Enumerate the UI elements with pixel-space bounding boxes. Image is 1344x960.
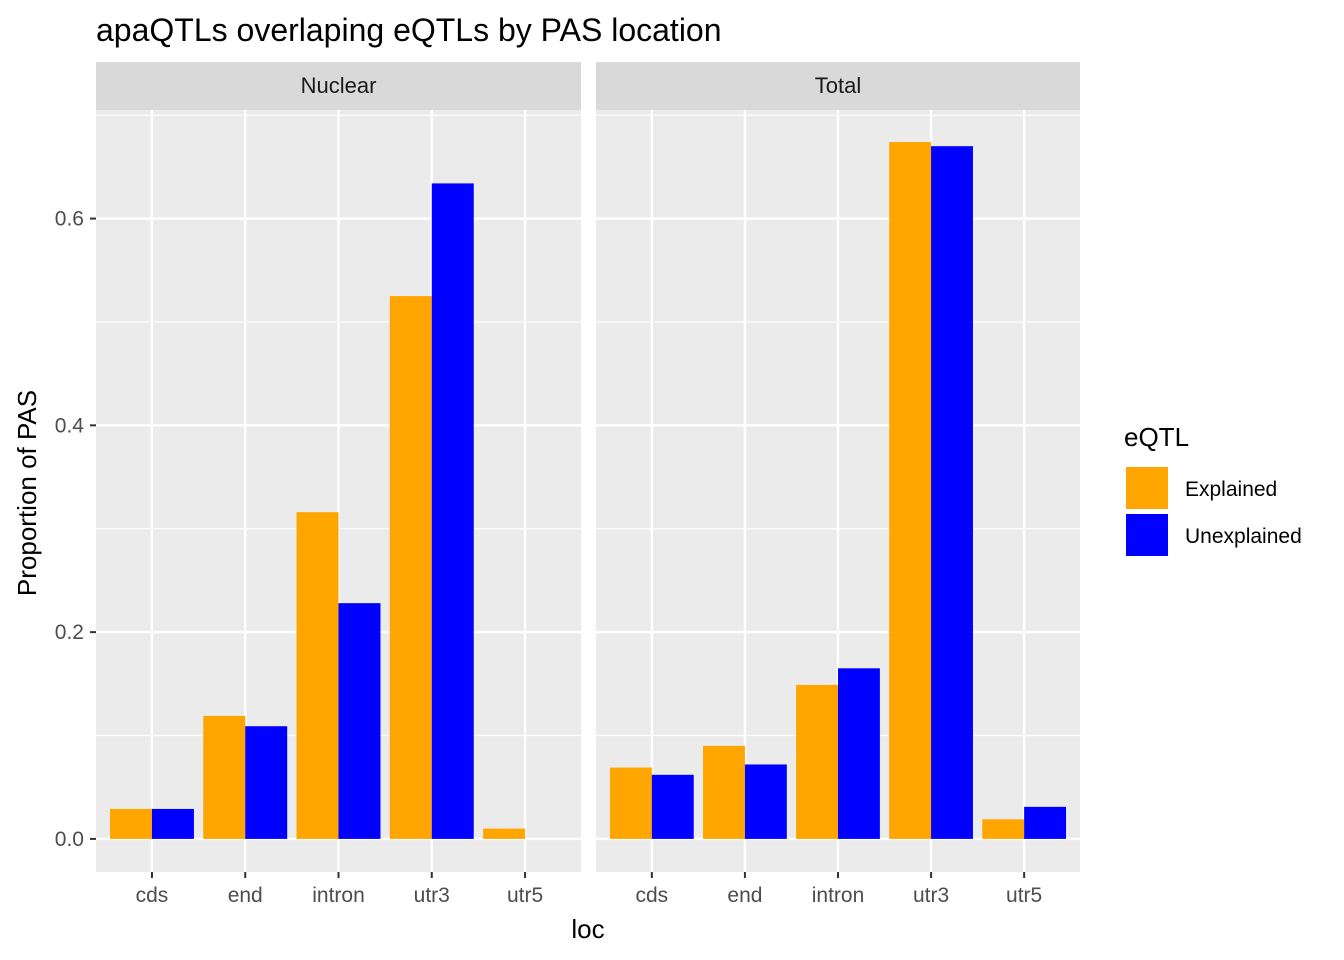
bar-total-explained-utr5 <box>982 819 1025 839</box>
bar-total-unexplained-end <box>744 764 787 839</box>
facet-strip <box>96 62 581 110</box>
bar-nuclear-explained-utr5 <box>483 828 526 839</box>
bar-nuclear-unexplained-end <box>245 726 288 839</box>
x-axis-title: loc <box>571 914 604 944</box>
legend: eQTL Explained Unexplained <box>1124 422 1302 556</box>
x-tick-label: end <box>727 884 762 907</box>
y-tick-label: 0.0 <box>55 828 84 851</box>
x-tick-label: utr5 <box>1006 884 1042 907</box>
facet-strip <box>596 62 1080 110</box>
bar-total-explained-cds <box>609 767 652 839</box>
bar-nuclear-unexplained-utr3 <box>431 183 474 839</box>
facet-strip-label: Nuclear <box>301 73 377 98</box>
bar-total-explained-utr3 <box>889 142 932 839</box>
x-tick-label: intron <box>812 884 865 907</box>
bar-total-unexplained-utr3 <box>931 146 973 839</box>
bar-total-unexplained-utr5 <box>1024 806 1067 839</box>
x-tick-label: utr3 <box>913 884 949 907</box>
bar-nuclear-explained-intron <box>296 512 339 839</box>
facet-panel-nuclear: Nuclear cds end intron utr3 utr5 <box>96 62 581 907</box>
bar-total-explained-intron <box>796 684 838 839</box>
y-tick-label: 0.4 <box>55 414 85 437</box>
bar-nuclear-explained-utr3 <box>389 296 432 839</box>
x-tick-label: intron <box>312 884 365 907</box>
facet-strip-label: Total <box>815 73 861 98</box>
facet-panel-total: Total cds end intron utr3 utr5 <box>596 62 1080 907</box>
chart-title: apaQTLs overlaping eQTLs by PAS location <box>96 12 722 48</box>
bar-total-unexplained-intron <box>838 668 880 839</box>
y-tick-label: 0.2 <box>55 621 84 644</box>
legend-key-unexplained <box>1126 514 1168 556</box>
bar-nuclear-unexplained-intron <box>338 603 381 839</box>
legend-label-explained: Explained <box>1185 478 1277 501</box>
facet-panels: Nuclear cds end intron utr3 utr5 Total cds end in… <box>96 62 1080 907</box>
legend-label-unexplained: Unexplained <box>1185 525 1302 548</box>
x-tick-label: utr3 <box>414 884 450 907</box>
y-axis: 0.0 0.2 0.4 0.6 <box>55 208 96 851</box>
bar-total-explained-end <box>703 745 745 839</box>
y-tick-label: 0.6 <box>55 208 84 231</box>
bar-nuclear-explained-cds <box>109 808 152 839</box>
x-tick-label: cds <box>136 884 169 907</box>
y-axis-title: Proportion of PAS <box>12 390 42 596</box>
bar-nuclear-unexplained-cds <box>151 808 194 839</box>
bar-nuclear-explained-end <box>203 715 246 839</box>
x-tick-label: end <box>228 884 263 907</box>
bar-total-unexplained-cds <box>651 774 694 839</box>
legend-title: eQTL <box>1124 422 1189 452</box>
x-tick-label: cds <box>636 884 669 907</box>
x-tick-label: utr5 <box>507 884 543 907</box>
legend-key-explained <box>1126 467 1168 509</box>
